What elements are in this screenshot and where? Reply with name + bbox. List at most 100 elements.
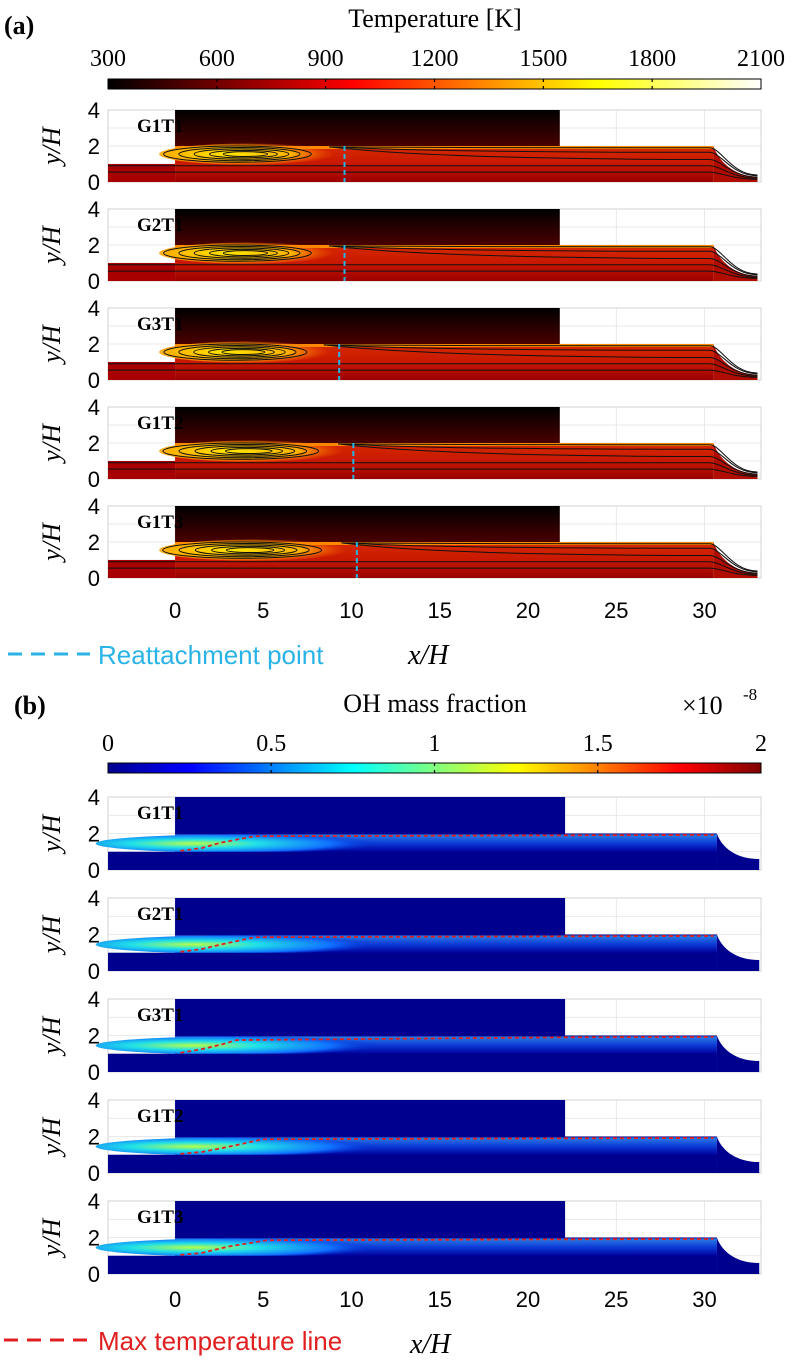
colorbar-tick-label: 600 [199, 46, 235, 72]
y-tick-label: 0 [88, 1161, 100, 1186]
streamline [108, 462, 758, 476]
x-tick-label: 15 [428, 598, 452, 623]
colorbar-tick-label: 0 [102, 731, 114, 757]
inlet-region [108, 263, 176, 281]
vortex-streamline [163, 343, 308, 361]
panel-label-b: (b) [14, 691, 46, 720]
panel-G3T1: G3T1 0 2 4 y/H [37, 987, 762, 1085]
coflow-region [175, 308, 560, 344]
streamline [329, 146, 758, 177]
case-label: G1T3 [137, 1207, 183, 1228]
x-tick-label: 25 [604, 598, 628, 623]
recirculation-zone [159, 341, 330, 363]
colorbar-ticks-a: 300 600 900 1200 1500 1800 2100 [90, 46, 785, 72]
oh-core [175, 1154, 717, 1173]
y-tick-label: 2 [88, 923, 100, 948]
panel-G2T1: G2T1 0 2 4 y/H [37, 197, 762, 294]
oh-hotspot [95, 834, 379, 853]
vortex-streamline [194, 544, 298, 556]
outlet-region [716, 934, 760, 971]
streamline [323, 344, 758, 376]
streamline [338, 443, 758, 473]
coflow-region [175, 1100, 566, 1137]
oh-core [175, 1255, 717, 1274]
y-tick-label: 0 [88, 269, 100, 294]
y-axis-label: y/H [37, 1218, 66, 1260]
panel-G1T1: G1T1 0 2 4 y/H [37, 785, 762, 883]
oh-panels: G1T1 0 2 4 y/H G2T1 0 2 4 y/H G3T1 0 2 4 y/H G1T2 0 2 4 y/H… [37, 785, 762, 1287]
y-axis-label: y/H [37, 522, 66, 564]
y-tick-label: 0 [88, 368, 100, 393]
inlet-region [108, 1255, 176, 1274]
vortex-streamline [208, 149, 278, 159]
streamline [341, 542, 758, 574]
y-axis-label: y/H [37, 814, 66, 856]
vortex-streamline [178, 146, 301, 162]
x-tick-label: 20 [516, 1287, 540, 1312]
colorbar-tick-label: 2100 [737, 46, 785, 72]
y-tick-label: 4 [88, 494, 100, 519]
y-axis-label: y/H [37, 225, 66, 267]
panel-G2T1: G2T1 0 2 4 y/H [37, 886, 762, 984]
oh-hotspot [95, 1036, 379, 1055]
streamline [329, 146, 758, 178]
x-tick-label: 10 [339, 598, 363, 623]
oh-hotspot [95, 935, 379, 954]
panel-G1T3: G1T3 0 2 4 y/H [37, 1189, 762, 1287]
vortex-streamline [178, 245, 301, 261]
y-tick-label: 2 [88, 1024, 100, 1049]
y-tick-label: 2 [88, 1125, 100, 1150]
coflow-region [175, 506, 560, 542]
colorbar-tick-label: 2 [755, 731, 767, 757]
outlet-region [716, 1136, 760, 1173]
y-axis-label: y/H [37, 915, 66, 957]
vortex-streamline [222, 250, 269, 257]
y-tick-label: 4 [88, 987, 100, 1012]
streamline [107, 270, 758, 279]
streamline [108, 363, 758, 377]
vortex-streamline [193, 247, 290, 259]
inlet-region [108, 461, 176, 479]
y-tick-label: 0 [88, 170, 100, 195]
coflow-region [175, 407, 560, 443]
coflow-region [175, 898, 566, 935]
outlet-region [716, 833, 760, 870]
vortex-streamline [162, 541, 323, 559]
y-tick-label: 4 [88, 1189, 100, 1214]
y-tick-label: 0 [88, 467, 100, 492]
y-tick-label: 0 [88, 566, 100, 591]
vortex-streamline [208, 347, 275, 357]
y-tick-label: 4 [88, 886, 100, 911]
vortex-streamline [210, 446, 284, 456]
outlet-region [713, 443, 758, 479]
x-tick-labels-b: 0 5 10 15 20 25 30 [169, 1287, 717, 1312]
y-tick-label: 2 [88, 233, 100, 258]
panel-G1T2: G1T2 0 2 4 y/H [37, 395, 762, 492]
oh-core [175, 851, 717, 870]
x-tick-label: 20 [516, 598, 540, 623]
colorbar-tick-label: 1 [429, 731, 441, 757]
vortex-streamline [178, 542, 310, 558]
case-label: G1T2 [137, 1106, 183, 1127]
vortex-streamline [163, 244, 312, 262]
inlet-region [108, 851, 176, 870]
inlet-region [108, 952, 176, 971]
x-tick-label: 30 [692, 598, 716, 623]
colorbar-tick-label: 1500 [519, 46, 567, 72]
x-tick-label: 5 [257, 1287, 269, 1312]
max-temperature-line [180, 1137, 714, 1155]
streamline [329, 146, 758, 176]
outlet-region [716, 1237, 760, 1274]
y-tick-label: 2 [88, 134, 100, 159]
streamline [108, 264, 758, 278]
x-axis-label-a: x/H [407, 640, 450, 671]
x-tick-label: 15 [428, 1287, 452, 1312]
streamline [329, 245, 758, 275]
vortex-streamline [163, 145, 312, 163]
streamline [107, 567, 758, 576]
inlet-region [108, 1053, 176, 1072]
y-tick-label: 4 [88, 1088, 100, 1113]
streamline [108, 369, 758, 378]
x-tick-labels-a: 0 5 10 15 20 25 30 [169, 598, 717, 623]
